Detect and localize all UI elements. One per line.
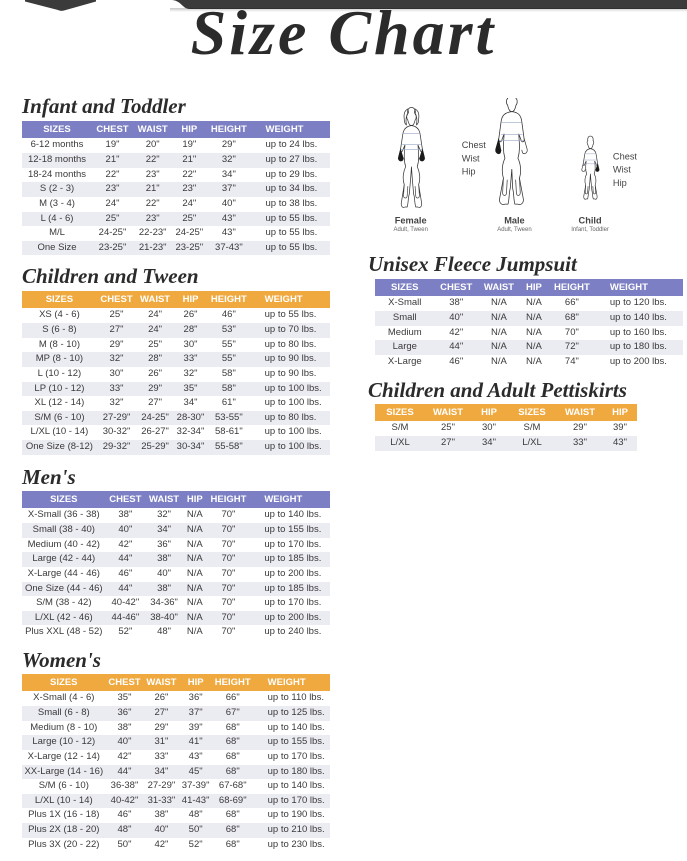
svg-text:Child: Child	[579, 216, 602, 226]
svg-text:Female: Female	[395, 216, 427, 226]
svg-text:Adult, Tween: Adult, Tween	[497, 227, 531, 233]
svg-text:Infant, Toddler: Infant, Toddler	[571, 227, 609, 233]
svg-text:Hip: Hip	[462, 166, 476, 176]
svg-text:Male: Male	[504, 216, 525, 226]
svg-text:Wist: Wist	[613, 165, 631, 175]
svg-text:Adult, Tween: Adult, Tween	[393, 227, 427, 233]
svg-text:Hip: Hip	[613, 178, 627, 188]
svg-text:Chest: Chest	[462, 140, 487, 150]
svg-text:Chest: Chest	[613, 152, 638, 162]
svg-text:Wist: Wist	[462, 153, 480, 163]
